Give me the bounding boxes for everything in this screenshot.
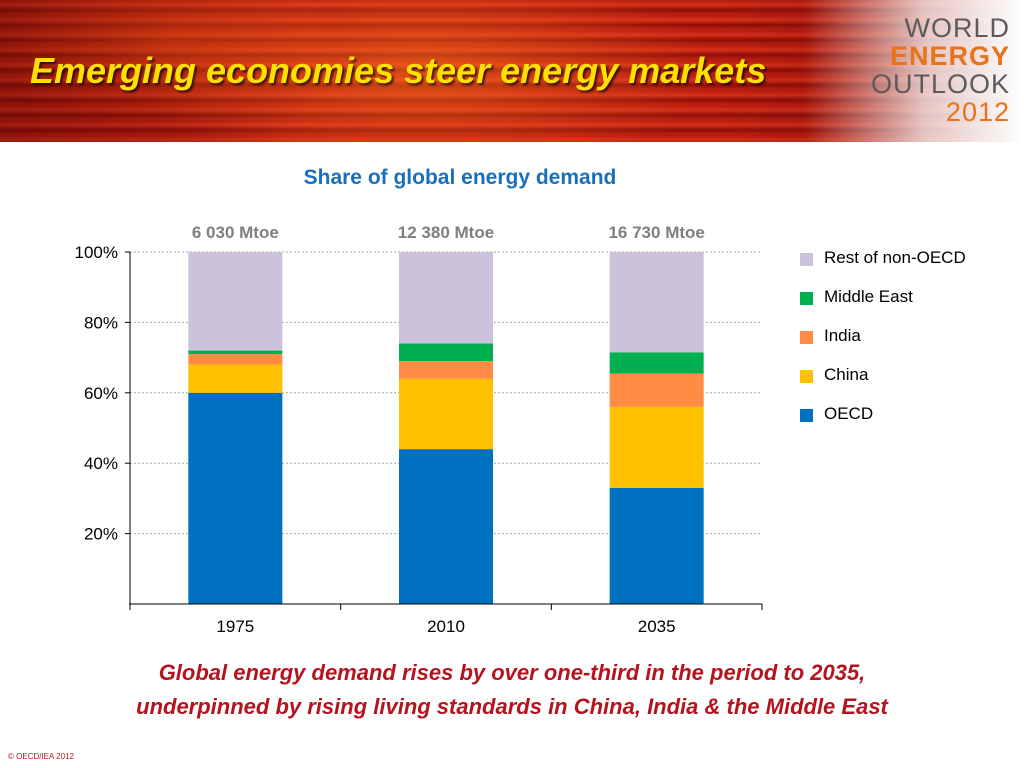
- stacked-bar-chart: 6 030 Mtoe 1975 12 380 Mtoe 2010 16 730 Mtoe…: [75, 223, 763, 636]
- logo-line-energy: ENERGY: [889, 41, 1010, 71]
- legend-label: Middle East: [824, 287, 913, 306]
- legend-swatch: [800, 253, 813, 266]
- total-label: 16 730 Mtoe: [608, 223, 704, 242]
- slide-title: Emerging economies steer energy markets: [30, 50, 767, 91]
- bar-segment: [609, 406, 704, 488]
- bar-segment: [399, 378, 493, 450]
- caption-line-2: underpinned by rising living standards i…: [136, 694, 888, 719]
- legend-label: India: [824, 326, 861, 345]
- y-tick-label: 100%: [75, 243, 118, 262]
- y-tick-label: 60%: [84, 384, 118, 403]
- bar-segment: [609, 352, 704, 374]
- logo-line-year: 2012: [945, 97, 1010, 127]
- header-banner: Emerging economies steer energy markets …: [0, 0, 1024, 142]
- world-energy-outlook-logo: WORLD ENERGY OUTLOOK 2012: [871, 14, 1010, 126]
- total-label: 12 380 Mtoe: [398, 223, 494, 242]
- legend-label: OECD: [824, 404, 874, 423]
- bar-segment: [399, 361, 493, 379]
- bar-segment: [188, 364, 283, 393]
- bar-segment: [399, 343, 493, 362]
- banner-fade: [804, 0, 1024, 142]
- slide-caption: Global energy demand rises by over one-t…: [0, 656, 1024, 724]
- y-tick-label: 80%: [84, 313, 118, 332]
- y-tick-label: 20%: [84, 525, 118, 544]
- x-tick-label: 2035: [638, 617, 676, 636]
- bar-segment: [399, 449, 493, 604]
- copyright-notice: © OECD/IEA 2012: [8, 752, 74, 761]
- bar-segment: [399, 252, 493, 344]
- legend-swatch: [800, 409, 813, 422]
- legend-swatch: [800, 292, 813, 305]
- legend-swatch: [800, 370, 813, 383]
- bar-segment: [609, 252, 704, 353]
- caption-line-1: Global energy demand rises by over one-t…: [158, 660, 866, 685]
- logo-line-outlook: OUTLOOK: [870, 69, 1010, 99]
- logo-line-world: WORLD: [904, 13, 1010, 43]
- bar-segment: [188, 350, 283, 355]
- bar-segment: [188, 392, 283, 604]
- bar-segment: [609, 487, 704, 604]
- bar-segment: [609, 373, 704, 407]
- legend-label: China: [824, 365, 869, 384]
- x-tick-label: 2010: [427, 617, 465, 636]
- total-label: 6 030 Mtoe: [192, 223, 279, 242]
- legend-swatch: [800, 331, 813, 344]
- legend-label: Rest of non-OECD: [824, 248, 966, 267]
- bar-segment: [188, 354, 283, 365]
- x-tick-label: 1975: [216, 617, 254, 636]
- y-tick-label: 40%: [84, 454, 118, 473]
- chart-title: Share of global energy demand: [303, 166, 617, 189]
- bar-segment: [188, 252, 283, 351]
